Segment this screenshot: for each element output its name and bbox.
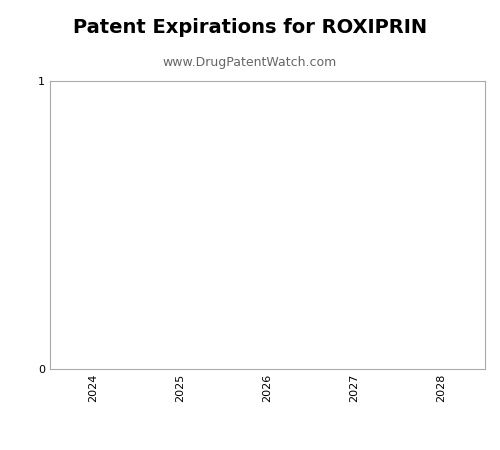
Text: www.DrugPatentWatch.com: www.DrugPatentWatch.com: [163, 56, 337, 69]
Text: Patent Expirations for ROXIPRIN: Patent Expirations for ROXIPRIN: [73, 18, 427, 37]
